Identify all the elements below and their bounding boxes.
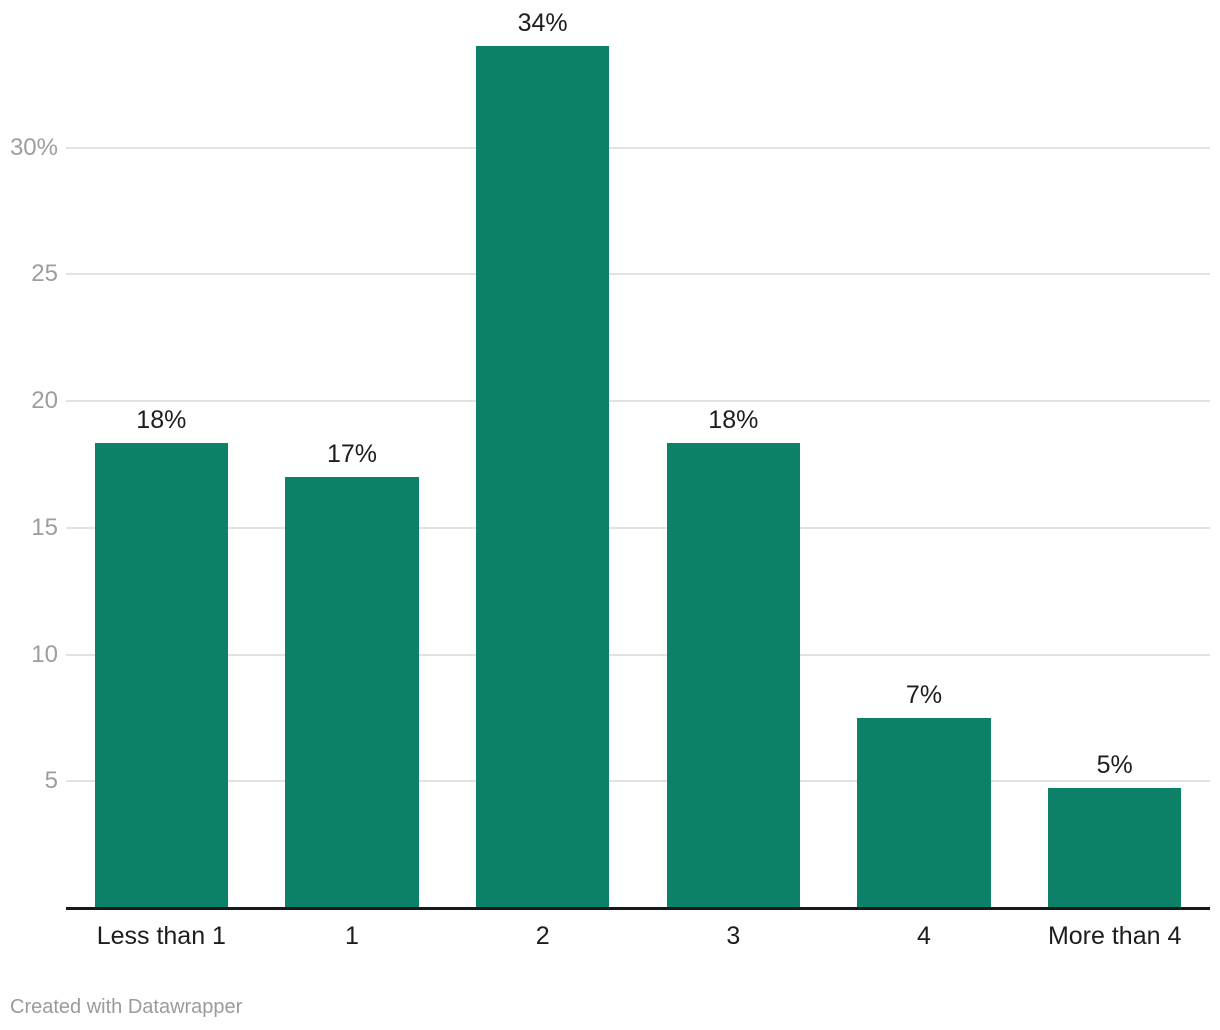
y-axis-tick-label: 30% <box>9 133 58 161</box>
bar-value-label: 34% <box>517 9 568 38</box>
x-axis-category-label: 4 <box>917 922 931 950</box>
chart-footer: Created with Datawrapper <box>10 995 242 1019</box>
bar <box>1047 787 1182 908</box>
bar-value-label: 7% <box>905 680 943 709</box>
y-axis-tick-label: 10 <box>31 640 58 668</box>
bar-value-label: 17% <box>326 440 378 469</box>
x-axis-category-label: More than 4 <box>1047 922 1182 950</box>
gridline <box>66 146 1210 149</box>
bar-value-label: 18% <box>708 405 759 434</box>
gridline <box>66 653 1210 656</box>
y-axis-tick-label: 20 <box>31 387 58 414</box>
x-axis-category-label: 3 <box>726 922 741 950</box>
gridline <box>66 400 1210 402</box>
bar <box>666 442 801 908</box>
x-axis-line <box>66 907 1210 910</box>
y-axis-tick-label: 5 <box>44 767 58 795</box>
x-axis-category-label: 1 <box>345 922 359 950</box>
x-axis-category-label: Less than 1 <box>96 922 226 950</box>
bar <box>285 477 419 908</box>
x-axis-category-label: 2 <box>535 922 550 950</box>
datawrapper-credit-link[interactable]: Created with Datawrapper <box>10 996 243 1018</box>
y-axis-tick-label: 25 <box>31 260 58 288</box>
bar <box>475 46 610 908</box>
bar <box>857 717 991 908</box>
bar <box>94 442 229 908</box>
bar-value-label: 18% <box>136 405 187 434</box>
y-axis-tick-label: 15 <box>31 513 58 541</box>
bar-value-label: 5% <box>1096 750 1133 779</box>
gridline <box>66 273 1210 276</box>
gridline <box>66 780 1210 783</box>
gridline <box>66 526 1210 529</box>
